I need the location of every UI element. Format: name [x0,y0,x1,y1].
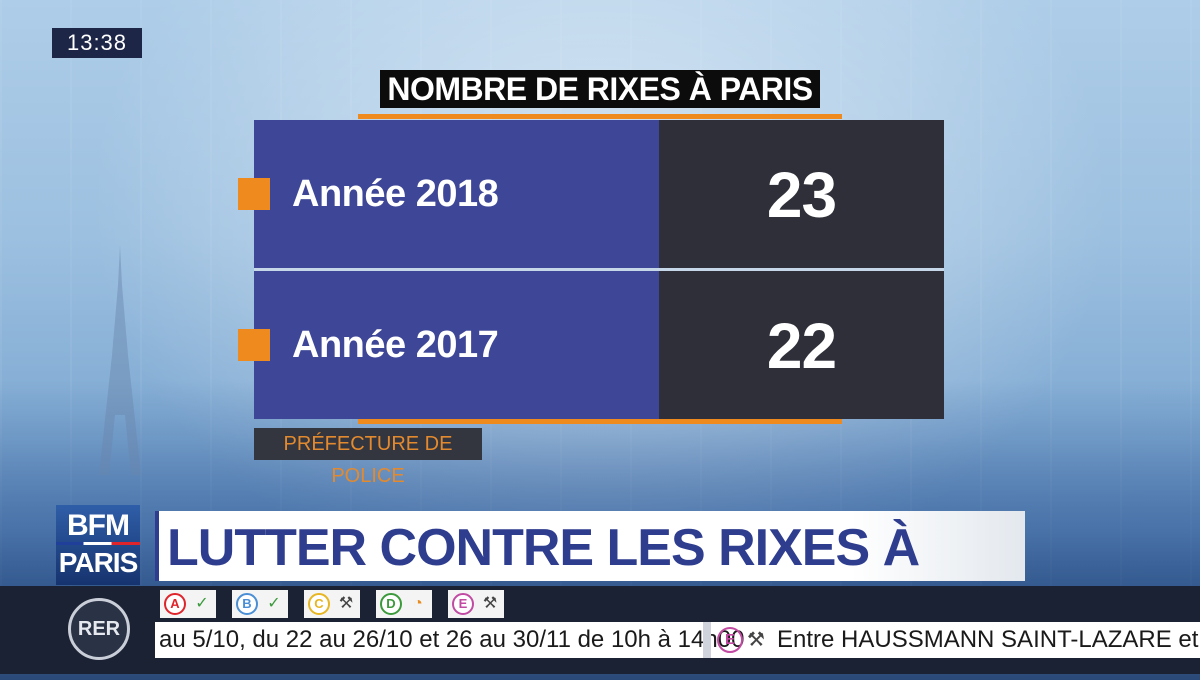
row-label-cell: Année 2017 [254,271,659,419]
logo-tricolor-stripe [56,542,140,545]
row-divider [254,268,944,271]
chart-title: NOMBRE DE RIXES À PARIS [380,70,820,108]
ticker-separator [703,622,711,658]
rer-line-letter: E [452,593,474,615]
rer-line-letter: B [236,593,258,615]
row-value: 23 [766,159,837,231]
rer-icon: RER [68,598,130,660]
row-label: Année 2017 [292,324,499,366]
table-row: Année 2018 23 [254,120,944,268]
rer-line-c: C ⚒ [304,590,360,618]
check-icon: ✓ [267,595,281,612]
rer-line-letter: A [164,593,186,615]
works-icon: ⚒ [482,595,498,612]
title-underline [358,114,842,119]
rer-line-d: D ◔ [376,590,432,618]
row-label: Année 2018 [292,173,499,215]
headline-accent [155,511,159,581]
rer-line-e: E ⚒ [448,590,504,618]
source-label: PRÉFECTURE DE POLICE [254,428,482,487]
clock: 13:38 [52,28,142,58]
rer-line-b: B ✓ [232,590,288,618]
logo-text-paris: PARIS [58,547,139,578]
orange-bullet [238,329,270,361]
row-value-cell: 22 [659,271,944,419]
headline-banner: LUTTER CONTRE LES RIXES À PARIS [155,511,1025,651]
rer-line-letter: D [380,593,402,615]
check-icon: ✓ [195,595,209,612]
headline-text: LUTTER CONTRE LES RIXES À PARIS [167,519,920,651]
clock-icon: ◔ [413,595,423,612]
ticker-text-2: Entre HAUSSMANN SAINT-LAZARE et MA [777,626,1200,653]
table-row: Année 2017 22 [254,271,944,419]
row-label-cell: Année 2018 [254,120,659,268]
ticker-text-1: au 5/10, du 22 au 26/10 et 26 au 30/11 d… [159,626,745,653]
works-icon: ⚒ [338,595,354,612]
rer-line-a: A ✓ [160,590,216,618]
eiffel-tower-icon [99,245,141,475]
table-bottom-line [358,419,842,424]
logo-text-bfm: BFM [67,509,130,542]
row-value: 22 [766,310,837,382]
orange-bullet [238,178,270,210]
row-value-cell: 23 [659,120,944,268]
news-ticker: au 5/10, du 22 au 26/10 et 26 au 30/11 d… [155,622,1200,658]
channel-logo: BFM PARIS [56,505,140,585]
line-e-badge: E [717,627,743,653]
pedestrian-icon: ⚒ [747,629,765,651]
rer-line-letter: C [308,593,330,615]
